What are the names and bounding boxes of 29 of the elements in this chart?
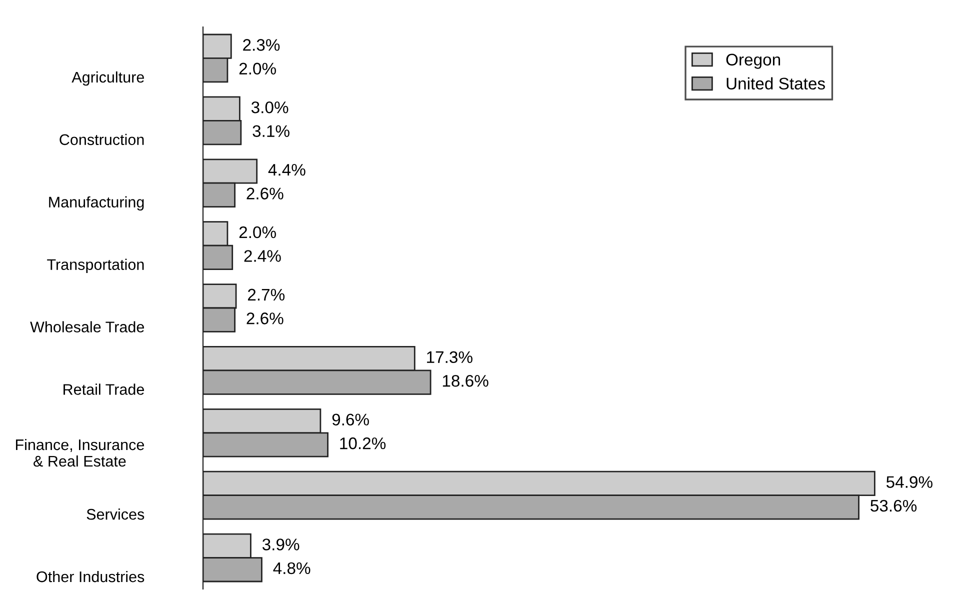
data-label: 4.4% [268,164,306,176]
legend-label: Oregon [726,54,780,69]
y-tick-label: Manufacturing [49,196,144,211]
data-label: 2.6% [246,312,284,324]
y-tick-label: Retail Trade [64,384,144,395]
y-tick-label: Construction [60,134,144,146]
data-label: 3.9% [262,538,300,550]
data-label: 3.1% [252,125,290,138]
data-label: 54.9% [886,476,932,488]
data-label: 2.0% [239,62,276,75]
data-label: 10.2% [340,437,386,450]
data-label: 9.6% [332,414,369,426]
y-tick-label: Transportation [47,258,144,273]
data-label: 3.0% [251,101,288,114]
y-tick-label: Services [86,508,144,520]
data-label: 2.7% [248,288,285,301]
y-tick-label: Other Industries [36,570,144,582]
legend-label: United States [726,77,825,90]
data-label: 2.3% [243,39,280,51]
y-tick-label: Wholesale Trade [30,321,144,332]
data-label: 4.8% [273,562,310,574]
data-label: 17.3% [427,351,472,364]
data-label: 53.6% [870,500,917,512]
data-label: 2.4% [244,250,281,262]
y-tick-label: Finance, Insurance & Real Estate [16,438,144,467]
data-label: 2.6% [246,188,284,200]
data-label: 18.6% [442,374,488,387]
y-tick-label: Agriculture [72,71,144,86]
data-label: 2.0% [239,226,276,238]
